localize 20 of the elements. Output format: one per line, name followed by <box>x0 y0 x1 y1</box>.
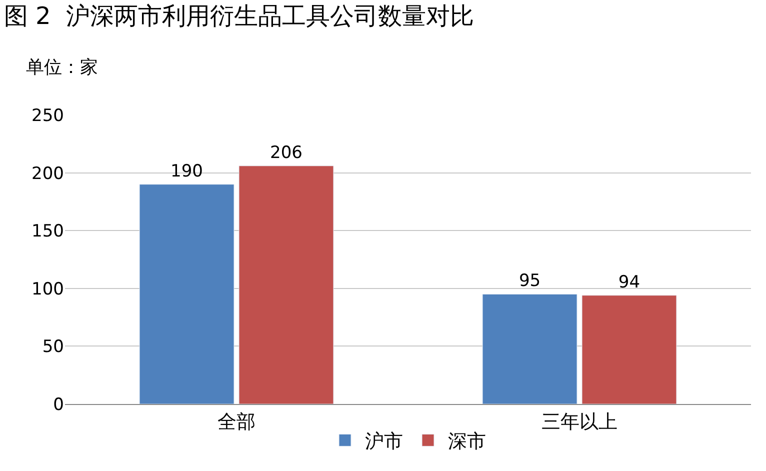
bar <box>482 294 578 404</box>
y-tick-label: 250 <box>32 106 64 126</box>
bar <box>238 166 334 404</box>
bar <box>582 295 677 404</box>
data-label: 94 <box>618 272 640 292</box>
y-tick-label: 0 <box>53 394 64 415</box>
bar <box>139 184 234 404</box>
y-tick-label: 100 <box>32 279 64 300</box>
y-tick-label: 200 <box>32 164 64 184</box>
data-label: 95 <box>518 271 541 292</box>
legend-label: 沪市 <box>365 430 403 453</box>
y-tick-label: 150 <box>32 222 64 242</box>
y-axis-title: 单位：家 <box>26 57 98 78</box>
y-tick-label: 50 <box>42 337 64 358</box>
x-tick-label: 全部 <box>218 410 256 433</box>
data-label: 190 <box>170 161 203 182</box>
x-tick-label: 三年以上 <box>542 410 618 433</box>
legend-label: 深市 <box>448 430 486 453</box>
chart-title: 图 2 沪深两市利用衍生品工具公司数量对比 <box>4 2 474 30</box>
data-label: 206 <box>270 142 302 163</box>
